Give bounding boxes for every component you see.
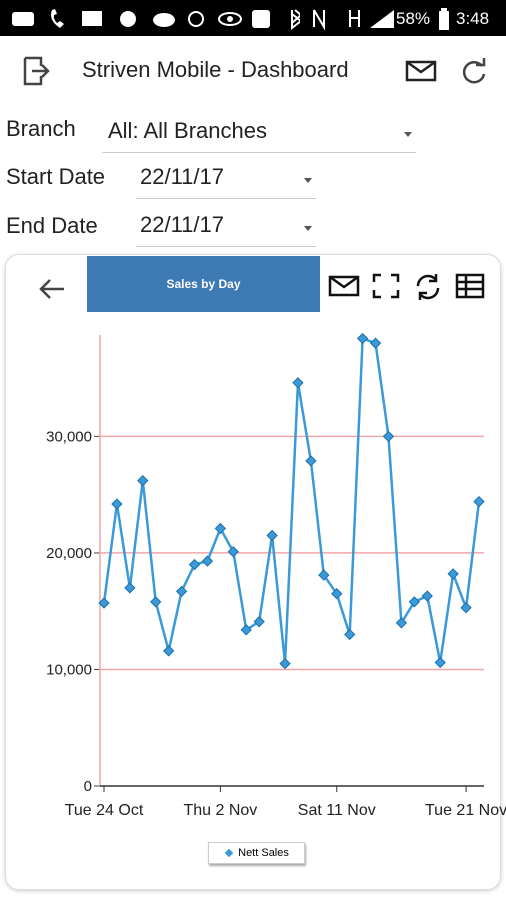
data-point [344,628,356,641]
data-point [240,624,252,636]
data-point [408,596,421,608]
clock: 3:48 [456,9,490,28]
dropdown-arrow [404,132,412,137]
data-point [98,597,110,609]
data-point [227,546,239,558]
select-value: All: All Branches [108,118,267,143]
app-title: Striven Mobile - Dashboard [82,57,349,82]
y-tick-label: 0 [84,778,92,795]
refresh-button[interactable] [460,58,488,86]
y-tick-label: 30,000 [46,428,92,445]
data-point [188,558,201,571]
status-bar: 58% 3:48 [0,0,506,36]
chart-card [5,254,501,890]
data-point [382,430,395,443]
data-point [162,645,175,657]
y-tick-label: 10,000 [46,661,92,678]
x-tick-label: Thu 2 Nov [183,802,257,819]
dropdown-arrow [304,178,312,183]
x-tick-label: Tue 24 Oct [65,802,144,819]
data-point [369,337,382,349]
x-tick-label: Sat 11 Nov [298,802,376,819]
data-point [111,498,123,510]
data-point [331,588,343,600]
battery-level: 58% [396,9,431,28]
mail-button[interactable] [405,60,437,82]
data-point [150,596,162,608]
data-point [175,585,188,598]
data-point [318,569,330,581]
data-point [356,332,369,345]
data-point [460,602,472,614]
data-point [137,475,149,487]
data-point [253,616,265,628]
filter-label: Start Date [6,164,106,189]
status-icons [12,9,303,31]
filter-label: Branch [6,116,76,141]
signal-icons [313,9,394,31]
legend: Nett Sales [208,842,305,864]
branch-select[interactable]: All: All Branches [102,118,416,153]
filter-label: End Date [6,213,98,238]
legend-label: Nett Sales [238,847,289,859]
start-date-select[interactable]: 22/11/17 [136,164,316,199]
logout-button[interactable] [22,55,50,87]
back-button[interactable] [38,277,66,301]
chart-title: Sales by Day [87,256,320,312]
data-point [279,657,291,670]
select-value: 22/11/17 [140,212,225,237]
dropdown-arrow [304,226,312,231]
data-point [395,617,408,629]
data-point [421,590,433,602]
battery-icon [439,8,449,30]
fullscreen[interactable] [372,273,400,299]
legend-marker [224,848,234,858]
data-line [102,336,481,664]
data-point [305,455,317,467]
y-tick-label: 20,000 [46,545,92,562]
data-point [201,555,214,567]
x-tick-label: Tue 21 Nov [425,802,506,819]
table-view[interactable] [455,273,485,299]
select-value: 22/11/17 [140,164,225,189]
data-point [292,377,304,389]
email-chart[interactable] [328,275,360,297]
chart-toolbar [328,273,485,300]
reload-chart[interactable] [416,274,440,300]
data-point [214,522,227,535]
data-point [124,582,136,594]
data-point [434,656,446,669]
end-date-select[interactable]: 22/11/17 [136,212,316,247]
data-point [473,495,485,508]
data-point [447,568,459,580]
data-point [266,529,278,542]
